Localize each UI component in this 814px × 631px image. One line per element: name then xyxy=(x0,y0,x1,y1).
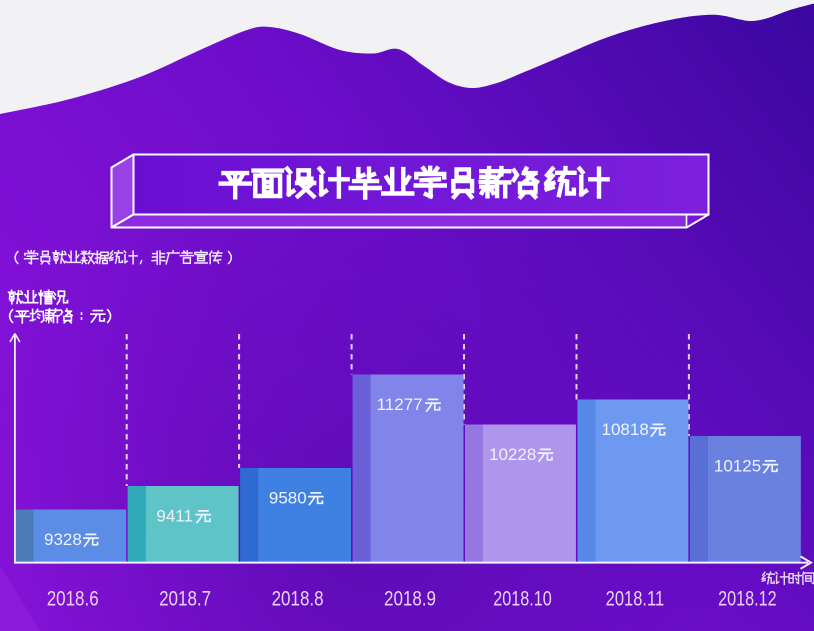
svg-text:10228: 10228 xyxy=(489,445,536,464)
svg-text:2018.10: 2018.10 xyxy=(493,588,552,611)
svg-text:10818: 10818 xyxy=(602,420,649,439)
svg-text:2018.12: 2018.12 xyxy=(718,588,777,611)
svg-text:2018.9: 2018.9 xyxy=(384,588,436,611)
svg-text:2018.8: 2018.8 xyxy=(272,588,324,611)
svg-text:10125: 10125 xyxy=(714,457,761,476)
svg-text:2018.6: 2018.6 xyxy=(47,588,99,611)
svg-text:2018.11: 2018.11 xyxy=(606,588,665,611)
svg-text:9328: 9328 xyxy=(44,530,82,549)
svg-text:2018.7: 2018.7 xyxy=(159,588,211,611)
svg-text:11277: 11277 xyxy=(377,395,423,414)
svg-text:9411: 9411 xyxy=(156,507,193,526)
svg-text:9580: 9580 xyxy=(269,489,307,508)
